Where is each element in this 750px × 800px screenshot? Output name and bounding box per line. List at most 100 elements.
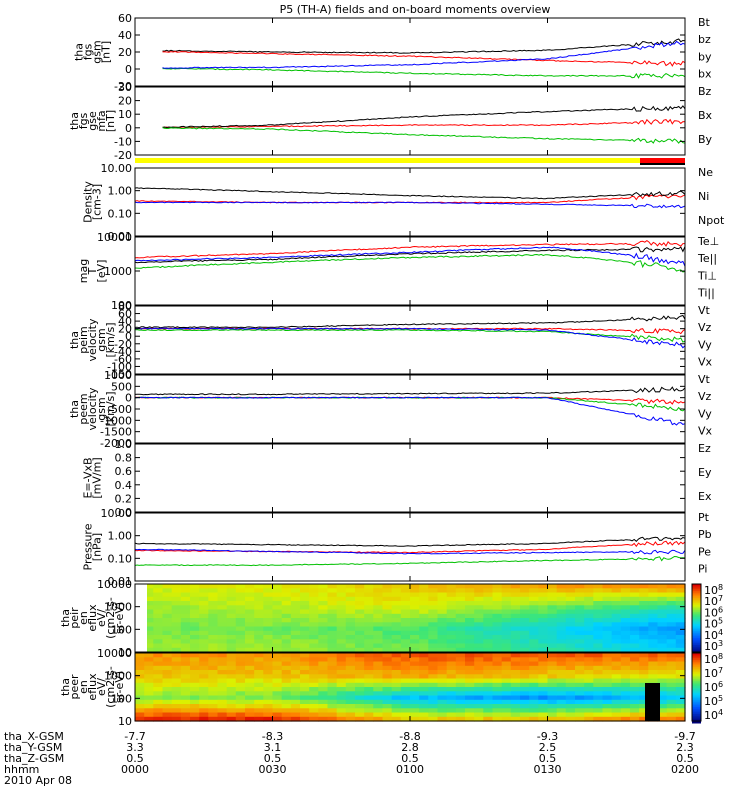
y-axis-label-line: sr-eV) <box>113 602 126 634</box>
series-line-Pe <box>134 555 686 567</box>
y-axis-label-line: [mV/m] <box>91 457 104 498</box>
y-axis-label-line: Density <box>82 181 95 223</box>
y-tick-label: 10 <box>118 646 132 659</box>
footer-value: 0.5 <box>126 752 144 765</box>
legend-Vy: Vy <box>698 407 712 420</box>
y-axis-label-line: peir <box>68 607 81 629</box>
y-axis-label-line: en <box>77 611 90 625</box>
series-line-Pb <box>134 540 686 554</box>
legend-Pi: Pi <box>698 562 707 575</box>
panel-frame <box>134 443 686 513</box>
y-tick-label: 1.00 <box>108 530 133 543</box>
y-tick-label: -20 <box>114 338 132 351</box>
footer-value: 0.5 <box>264 752 282 765</box>
y-axis-label-line: tha <box>68 400 81 418</box>
y-axis-label-line: tha <box>59 678 72 696</box>
y-tick-label: -2000 <box>100 437 132 450</box>
y-tick-label: 1000 <box>104 369 132 382</box>
footer-row-label: tha_Y-GSM <box>4 741 62 754</box>
footer-value: 0130 <box>534 763 562 776</box>
series-line-Bx <box>162 105 686 129</box>
footer-value: -8.8 <box>399 730 420 743</box>
y-tick-label: 1000 <box>104 601 132 614</box>
y-tick-label: 100 <box>111 299 132 312</box>
legend-Ey: Ey <box>698 466 712 479</box>
y-axis-label-line: tha <box>68 112 81 130</box>
quality-bar-good <box>135 158 640 163</box>
y-tick-label: 40 <box>118 315 132 328</box>
series-line-bx <box>162 40 686 69</box>
footer-date: 2010 Apr 08 <box>4 774 72 787</box>
panel-frame <box>134 86 686 156</box>
series-line-Ni <box>134 187 686 200</box>
y-axis-label-line: [nT] <box>104 110 117 132</box>
y-tick-label: 1.00 <box>108 185 133 198</box>
y-tick-label: 60 <box>118 308 132 321</box>
y-tick-label: 10000 <box>97 578 132 591</box>
y-axis-label-line: gsm <box>91 40 104 63</box>
y-tick-label: 10 <box>118 715 132 728</box>
legend-Bt: Bt <box>698 16 711 29</box>
y-tick-label: 10.00 <box>101 162 133 175</box>
y-tick-label: 0 <box>125 63 132 76</box>
y-axis-label-line: fgs <box>77 112 90 129</box>
footer-value: 2.3 <box>676 741 694 754</box>
legend-by: by <box>698 50 712 63</box>
y-tick-label: 1000 <box>104 265 132 278</box>
panel-frame <box>134 305 686 375</box>
colorbar-tick: 107 <box>704 666 723 680</box>
panel-peir_en_eflux: 10810710610510410310000100010010thapeire… <box>59 578 723 659</box>
y-axis-label-line: (cm2-s- <box>104 597 117 639</box>
y-axis-label-line: [km/s] <box>104 322 117 357</box>
footer-value: 3.1 <box>264 741 282 754</box>
series-line-Vx <box>134 327 686 349</box>
legend-Vz: Vz <box>698 321 712 334</box>
legend-Vt: Vt <box>698 373 711 386</box>
y-axis-label-line: E=-VxB <box>82 457 95 498</box>
y-tick-label: 0.01 <box>108 230 133 243</box>
legend-Pt: Pt <box>698 511 710 524</box>
series-line-by <box>162 67 686 79</box>
no-data-gap <box>135 584 147 652</box>
y-tick-label: 0.0 <box>115 506 133 519</box>
y-axis-label-line: velocity <box>86 387 99 430</box>
y-axis-label-line: gsm <box>95 328 108 351</box>
y-tick-label: 500 <box>111 380 132 393</box>
colorbar <box>691 652 702 722</box>
legend-Vz: Vz <box>698 390 712 403</box>
y-axis-label-line: [cm-3] <box>91 184 104 220</box>
legend-Ex: Ex <box>698 490 712 503</box>
series-line-Pi <box>134 548 686 555</box>
legend-Vx: Vx <box>698 424 713 437</box>
y-tick-label: -40 <box>114 345 132 358</box>
series-line-Vy <box>134 329 686 343</box>
y-axis-label-line: eflux <box>86 604 99 632</box>
series-line-Ti <box>134 253 686 273</box>
footer-value: -8.3 <box>262 730 283 743</box>
series-line-Bz <box>162 118 686 129</box>
legend-Ti: Ti|| <box>697 286 715 299</box>
y-tick-label: 0 <box>125 330 132 343</box>
legend-bz: bz <box>698 33 711 46</box>
legend-Npot: Npot <box>698 214 725 227</box>
y-axis-label-line: T <box>86 267 99 275</box>
legend-Ti: Ti⊥ <box>697 269 717 282</box>
y-axis-label: E=-VxB[mV/m] <box>82 457 104 498</box>
series-line-Pt <box>134 536 686 547</box>
legend-Ne: Ne <box>698 166 713 179</box>
y-tick-label: -500 <box>107 403 132 416</box>
y-tick-label: 20 <box>118 46 132 59</box>
panel-density: 10.00 1.00 0.10 0.01 Density[cm-3] Ne Ni Npot <box>82 162 725 243</box>
legend-By: By <box>698 133 713 146</box>
y-axis-label-line: [nPa] <box>91 533 104 561</box>
y-axis-label-line: Pressure <box>82 523 95 570</box>
y-tick-label: -60 <box>114 353 132 366</box>
